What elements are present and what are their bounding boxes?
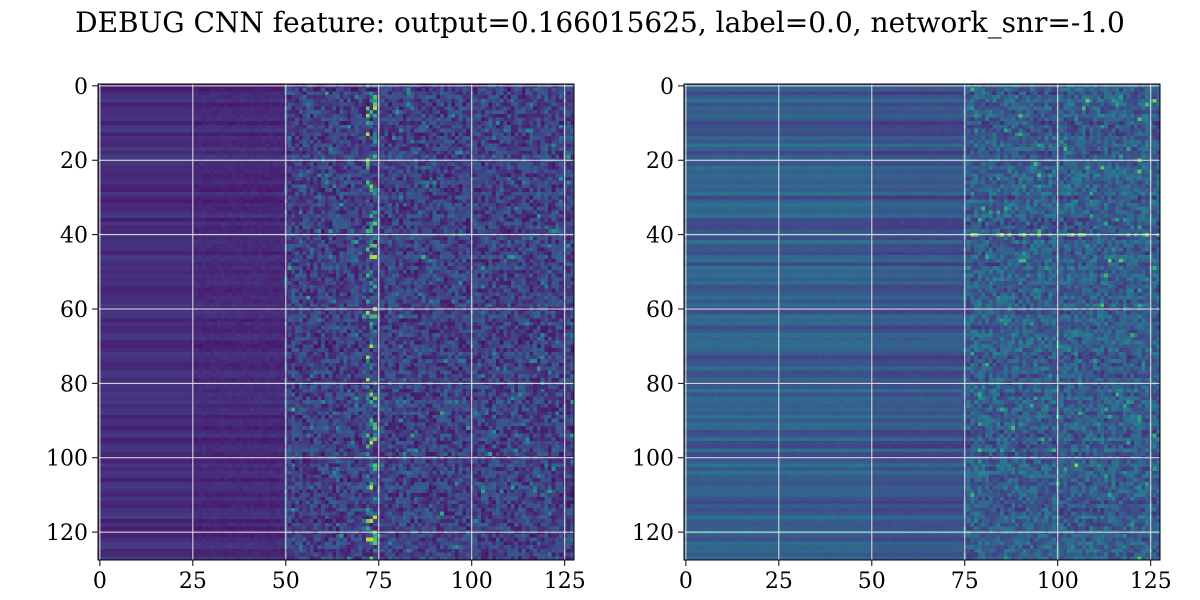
y-tick-label: 120 xyxy=(632,521,674,546)
x-tick-label: 100 xyxy=(451,569,493,594)
y-tick-label: 80 xyxy=(646,372,674,397)
y-tick-label: 80 xyxy=(60,372,88,397)
x-tick-label: 125 xyxy=(1130,569,1172,594)
y-tick-label: 20 xyxy=(60,149,88,174)
left-axes: 0 25 50 75 100 125 0 20 40 60 80 100 120 xyxy=(46,75,586,594)
axes-frame xyxy=(683,83,1161,561)
figure-title: DEBUG CNN feature: output=0.166015625, l… xyxy=(75,6,1125,39)
x-tick-label: 75 xyxy=(951,569,979,594)
x-tick-label: 50 xyxy=(858,569,886,594)
x-tick-label: 0 xyxy=(679,569,693,594)
y-tick-label: 60 xyxy=(646,298,674,323)
x-tick-label: 100 xyxy=(1037,569,1079,594)
y-tick-label: 40 xyxy=(646,224,674,249)
y-tick-label: 0 xyxy=(74,75,88,100)
left-heatmap-image xyxy=(98,84,574,560)
x-tick-label: 75 xyxy=(365,569,393,594)
y-tick-label: 100 xyxy=(632,447,674,472)
x-tick-label: 25 xyxy=(179,569,207,594)
x-tick-label: 125 xyxy=(544,569,586,594)
y-tick-label: 120 xyxy=(46,521,88,546)
y-tick-label: 40 xyxy=(60,224,88,249)
right-axes: 0 25 50 75 100 125 0 20 40 60 80 100 120 xyxy=(632,75,1172,594)
y-tick-label: 100 xyxy=(46,447,88,472)
y-tick-label: 20 xyxy=(646,149,674,174)
y-tick-label: 0 xyxy=(660,75,674,100)
x-tick-label: 50 xyxy=(272,569,300,594)
right-heatmap-image xyxy=(684,84,1160,560)
axes-frame xyxy=(97,83,575,561)
y-tick-label: 60 xyxy=(60,298,88,323)
x-tick-label: 25 xyxy=(765,569,793,594)
x-tick-label: 0 xyxy=(93,569,107,594)
